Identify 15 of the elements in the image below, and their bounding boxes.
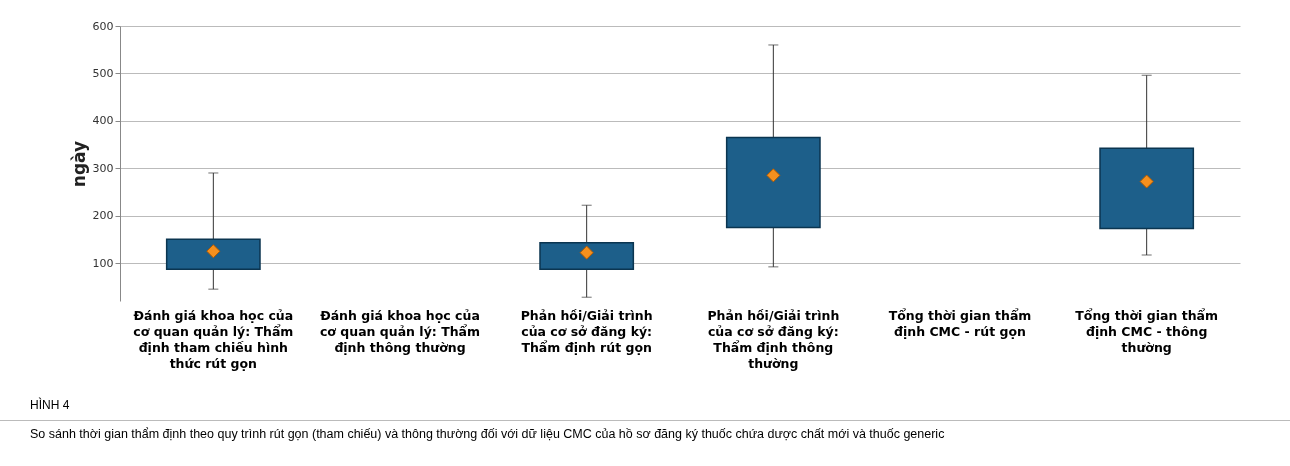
y-tick-label: 600 (92, 19, 114, 33)
x-tick-label: Tổng thời gian thẩm định CMC - thông thường (1075, 307, 1218, 355)
x-tick-label: Đánh giá khoa học của cơ quan quản lý: Thẩm định thông thường (319, 307, 481, 355)
y-axis-title: ngày (68, 140, 89, 188)
x-tick-label: Tổng thời gian thẩm định CMC - rút gọn (888, 307, 1032, 339)
y-tick-label: 400 (92, 114, 114, 128)
text: So sánh thời gian thẩm định theo quy trình rút gọn (tham chiếu) và thông thường đối với dữ liệu CMC của hồ sơ đăng ký thuốc chứa dược chất mới và thuốc generic (0, 420, 1290, 441)
x-tick-label: Phản hồi/Giải trình của cơ sở đăng ký: Thẩm định rút gọn (520, 307, 653, 355)
y-tick-label: 300 (92, 161, 114, 175)
y-tick-label: 100 (92, 256, 114, 270)
text: HÌNH 4 (30, 398, 70, 412)
y-tick-label: 500 (92, 66, 114, 80)
x-tick-label: Đánh giá khoa học của cơ quan quản lý: Thẩm định tham chiếu hình thức rút gọn (133, 307, 294, 371)
x-tick-label: Phản hồi/Giải trình của cơ sở đăng ký: Thẩm định thông thường (707, 307, 840, 371)
y-tick-label: 200 (92, 209, 114, 223)
